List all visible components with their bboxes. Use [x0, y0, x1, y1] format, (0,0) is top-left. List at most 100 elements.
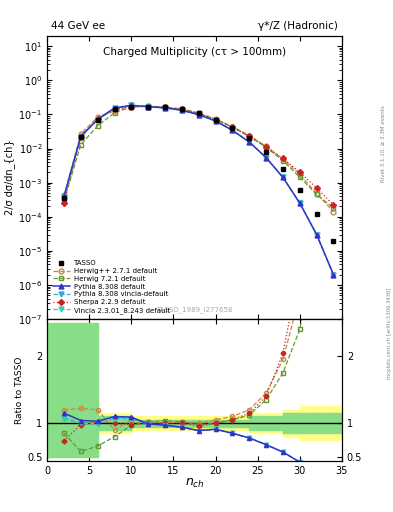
Pythia 8.308 vincia-default	[331, 272, 336, 278]
Pythia 8.308 vincia-default	[95, 117, 100, 123]
Herwig++ 2.7.1 default	[331, 209, 336, 215]
Herwig++ 2.7.1 default	[79, 131, 83, 137]
TASSO	[95, 117, 100, 123]
Text: Charged Multiplicity (cτ > 100mm): Charged Multiplicity (cτ > 100mm)	[103, 47, 286, 57]
Pythia 8.308 default	[230, 127, 235, 134]
Herwig++ 2.7.1 default	[129, 103, 134, 109]
Herwig 7.2.1 default	[180, 106, 184, 112]
Sherpa 2.2.9 default	[95, 116, 100, 122]
TASSO	[196, 110, 201, 116]
Herwig 7.2.1 default	[314, 191, 319, 198]
Herwig 7.2.1 default	[264, 144, 268, 151]
Sherpa 2.2.9 default	[298, 169, 302, 176]
Pythia 8.308 vincia-default	[281, 175, 285, 181]
Herwig 7.2.1 default	[213, 117, 218, 123]
Vincia 2.3.01_8.243 default	[163, 105, 167, 111]
Sherpa 2.2.9 default	[79, 134, 83, 140]
Pythia 8.308 default	[314, 231, 319, 238]
Herwig++ 2.7.1 default	[213, 116, 218, 122]
Pythia 8.308 default	[112, 105, 117, 111]
Herwig 7.2.1 default	[79, 141, 83, 147]
Pythia 8.308 vincia-default	[163, 105, 167, 111]
Herwig++ 2.7.1 default	[146, 103, 151, 110]
TASSO	[129, 103, 134, 110]
Pythia 8.308 default	[247, 139, 252, 145]
Herwig++ 2.7.1 default	[62, 193, 66, 199]
Sherpa 2.2.9 default	[247, 133, 252, 139]
Sherpa 2.2.9 default	[180, 106, 184, 113]
Sherpa 2.2.9 default	[264, 144, 268, 150]
Vincia 2.3.01_8.243 default	[95, 117, 100, 123]
Text: TASSO_1989_I277658: TASSO_1989_I277658	[156, 307, 233, 313]
Sherpa 2.2.9 default	[129, 104, 134, 110]
TASSO	[264, 149, 268, 155]
Vincia 2.3.01_8.243 default	[79, 134, 83, 140]
Pythia 8.308 vincia-default	[213, 118, 218, 124]
TASSO	[163, 104, 167, 111]
Herwig 7.2.1 default	[230, 124, 235, 130]
Line: Vincia 2.3.01_8.243 default: Vincia 2.3.01_8.243 default	[62, 103, 336, 277]
Line: Pythia 8.308 default: Pythia 8.308 default	[62, 103, 336, 277]
Pythia 8.308 vincia-default	[79, 134, 83, 140]
Line: Sherpa 2.2.9 default: Sherpa 2.2.9 default	[62, 104, 336, 207]
Herwig++ 2.7.1 default	[281, 156, 285, 162]
Sherpa 2.2.9 default	[230, 124, 235, 130]
TASSO	[331, 238, 336, 244]
Herwig++ 2.7.1 default	[112, 108, 117, 114]
Herwig 7.2.1 default	[298, 174, 302, 180]
Sherpa 2.2.9 default	[146, 103, 151, 110]
Sherpa 2.2.9 default	[163, 104, 167, 111]
Pythia 8.308 default	[180, 107, 184, 113]
Line: Herwig++ 2.7.1 default: Herwig++ 2.7.1 default	[62, 103, 336, 214]
TASSO	[79, 134, 83, 140]
TASSO	[230, 125, 235, 131]
Pythia 8.308 default	[196, 112, 201, 118]
Vincia 2.3.01_8.243 default	[281, 175, 285, 181]
TASSO	[247, 135, 252, 141]
Pythia 8.308 vincia-default	[62, 194, 66, 200]
Sherpa 2.2.9 default	[314, 185, 319, 191]
Vincia 2.3.01_8.243 default	[264, 155, 268, 161]
Pythia 8.308 default	[163, 105, 167, 111]
Sherpa 2.2.9 default	[196, 111, 201, 117]
Pythia 8.308 default	[331, 272, 336, 278]
Vincia 2.3.01_8.243 default	[331, 272, 336, 278]
Pythia 8.308 vincia-default	[298, 200, 302, 206]
Vincia 2.3.01_8.243 default	[129, 102, 134, 109]
Text: Rivet 3.1.10, ≥ 3.3M events: Rivet 3.1.10, ≥ 3.3M events	[381, 105, 386, 182]
Sherpa 2.2.9 default	[213, 117, 218, 123]
Herwig 7.2.1 default	[146, 103, 151, 110]
Pythia 8.308 vincia-default	[230, 127, 235, 134]
TASSO	[213, 117, 218, 123]
Pythia 8.308 default	[95, 116, 100, 122]
Herwig++ 2.7.1 default	[163, 104, 167, 111]
Vincia 2.3.01_8.243 default	[298, 200, 302, 206]
Herwig++ 2.7.1 default	[247, 133, 252, 139]
Pythia 8.308 vincia-default	[129, 102, 134, 109]
Pythia 8.308 vincia-default	[264, 155, 268, 161]
Pythia 8.308 default	[264, 155, 268, 161]
Vincia 2.3.01_8.243 default	[314, 231, 319, 238]
TASSO	[180, 106, 184, 113]
Vincia 2.3.01_8.243 default	[180, 107, 184, 113]
Text: mcplots.cern.ch [arXiv:1306.3436]: mcplots.cern.ch [arXiv:1306.3436]	[387, 287, 391, 378]
Y-axis label: Ratio to TASSO: Ratio to TASSO	[15, 356, 24, 423]
TASSO	[314, 211, 319, 217]
Legend: TASSO, Herwig++ 2.7.1 default, Herwig 7.2.1 default, Pythia 8.308 default, Pythi: TASSO, Herwig++ 2.7.1 default, Herwig 7.…	[51, 259, 172, 316]
Herwig 7.2.1 default	[281, 158, 285, 164]
TASSO	[62, 195, 66, 201]
Vincia 2.3.01_8.243 default	[196, 112, 201, 118]
Herwig++ 2.7.1 default	[230, 123, 235, 130]
TASSO	[146, 103, 151, 110]
Pythia 8.308 default	[129, 102, 134, 109]
TASSO	[281, 166, 285, 172]
Vincia 2.3.01_8.243 default	[213, 118, 218, 124]
Line: TASSO: TASSO	[62, 104, 336, 243]
Line: Herwig 7.2.1 default: Herwig 7.2.1 default	[62, 104, 336, 210]
Pythia 8.308 default	[298, 200, 302, 206]
TASSO	[298, 187, 302, 193]
Herwig++ 2.7.1 default	[180, 106, 184, 112]
Sherpa 2.2.9 default	[62, 200, 66, 206]
Pythia 8.308 vincia-default	[196, 112, 201, 118]
Pythia 8.308 vincia-default	[247, 139, 252, 145]
